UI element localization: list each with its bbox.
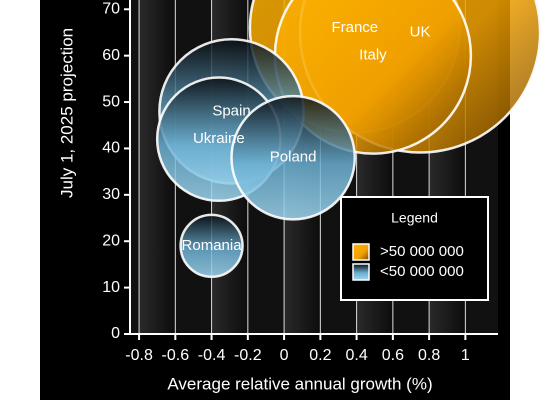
x-tick-label: 1 <box>461 347 470 364</box>
x-tick-label: -0.6 <box>162 347 190 364</box>
bubble-label: UK <box>410 23 431 40</box>
bubble-label: France <box>331 19 378 36</box>
x-tick-label: 0.2 <box>309 347 331 364</box>
x-tick-label: -0.8 <box>125 347 153 364</box>
bubble-label: Spain <box>212 102 250 119</box>
y-tick-label: 60 <box>102 47 120 64</box>
bubble-label: Italy <box>359 47 387 64</box>
bubble-label: Ukraine <box>193 130 245 147</box>
x-tick-label: 0.8 <box>418 347 440 364</box>
legend-label: >50 000 000 <box>380 243 464 260</box>
x-tick-label: 0.4 <box>345 347 367 364</box>
bubble-label: Poland <box>270 149 317 166</box>
y-axis-label: July 1, 2025 projection <box>57 28 76 198</box>
bubble <box>230 94 357 221</box>
x-tick-label: -0.2 <box>234 347 262 364</box>
y-tick-label: 10 <box>102 279 120 296</box>
x-tick-label: 0.6 <box>382 347 404 364</box>
legend-title: Legend <box>391 210 438 226</box>
x-axis-label: Average relative annual growth (%) <box>167 374 432 393</box>
x-tick-label: -0.4 <box>198 347 226 364</box>
legend-swatch <box>352 243 370 261</box>
bubble <box>179 213 244 279</box>
legend-swatch <box>352 263 370 281</box>
x-tick-label: 0 <box>280 347 289 364</box>
y-tick-label: 50 <box>102 93 120 110</box>
y-tick-label: 40 <box>102 140 120 157</box>
y-tick-label: 0 <box>111 325 120 342</box>
y-tick-label: 20 <box>102 232 120 249</box>
y-tick-label: 70 <box>102 0 120 17</box>
bubble-label: Romania <box>182 237 243 254</box>
legend-label: <50 000 000 <box>380 263 464 280</box>
y-tick-label: 30 <box>102 186 120 203</box>
